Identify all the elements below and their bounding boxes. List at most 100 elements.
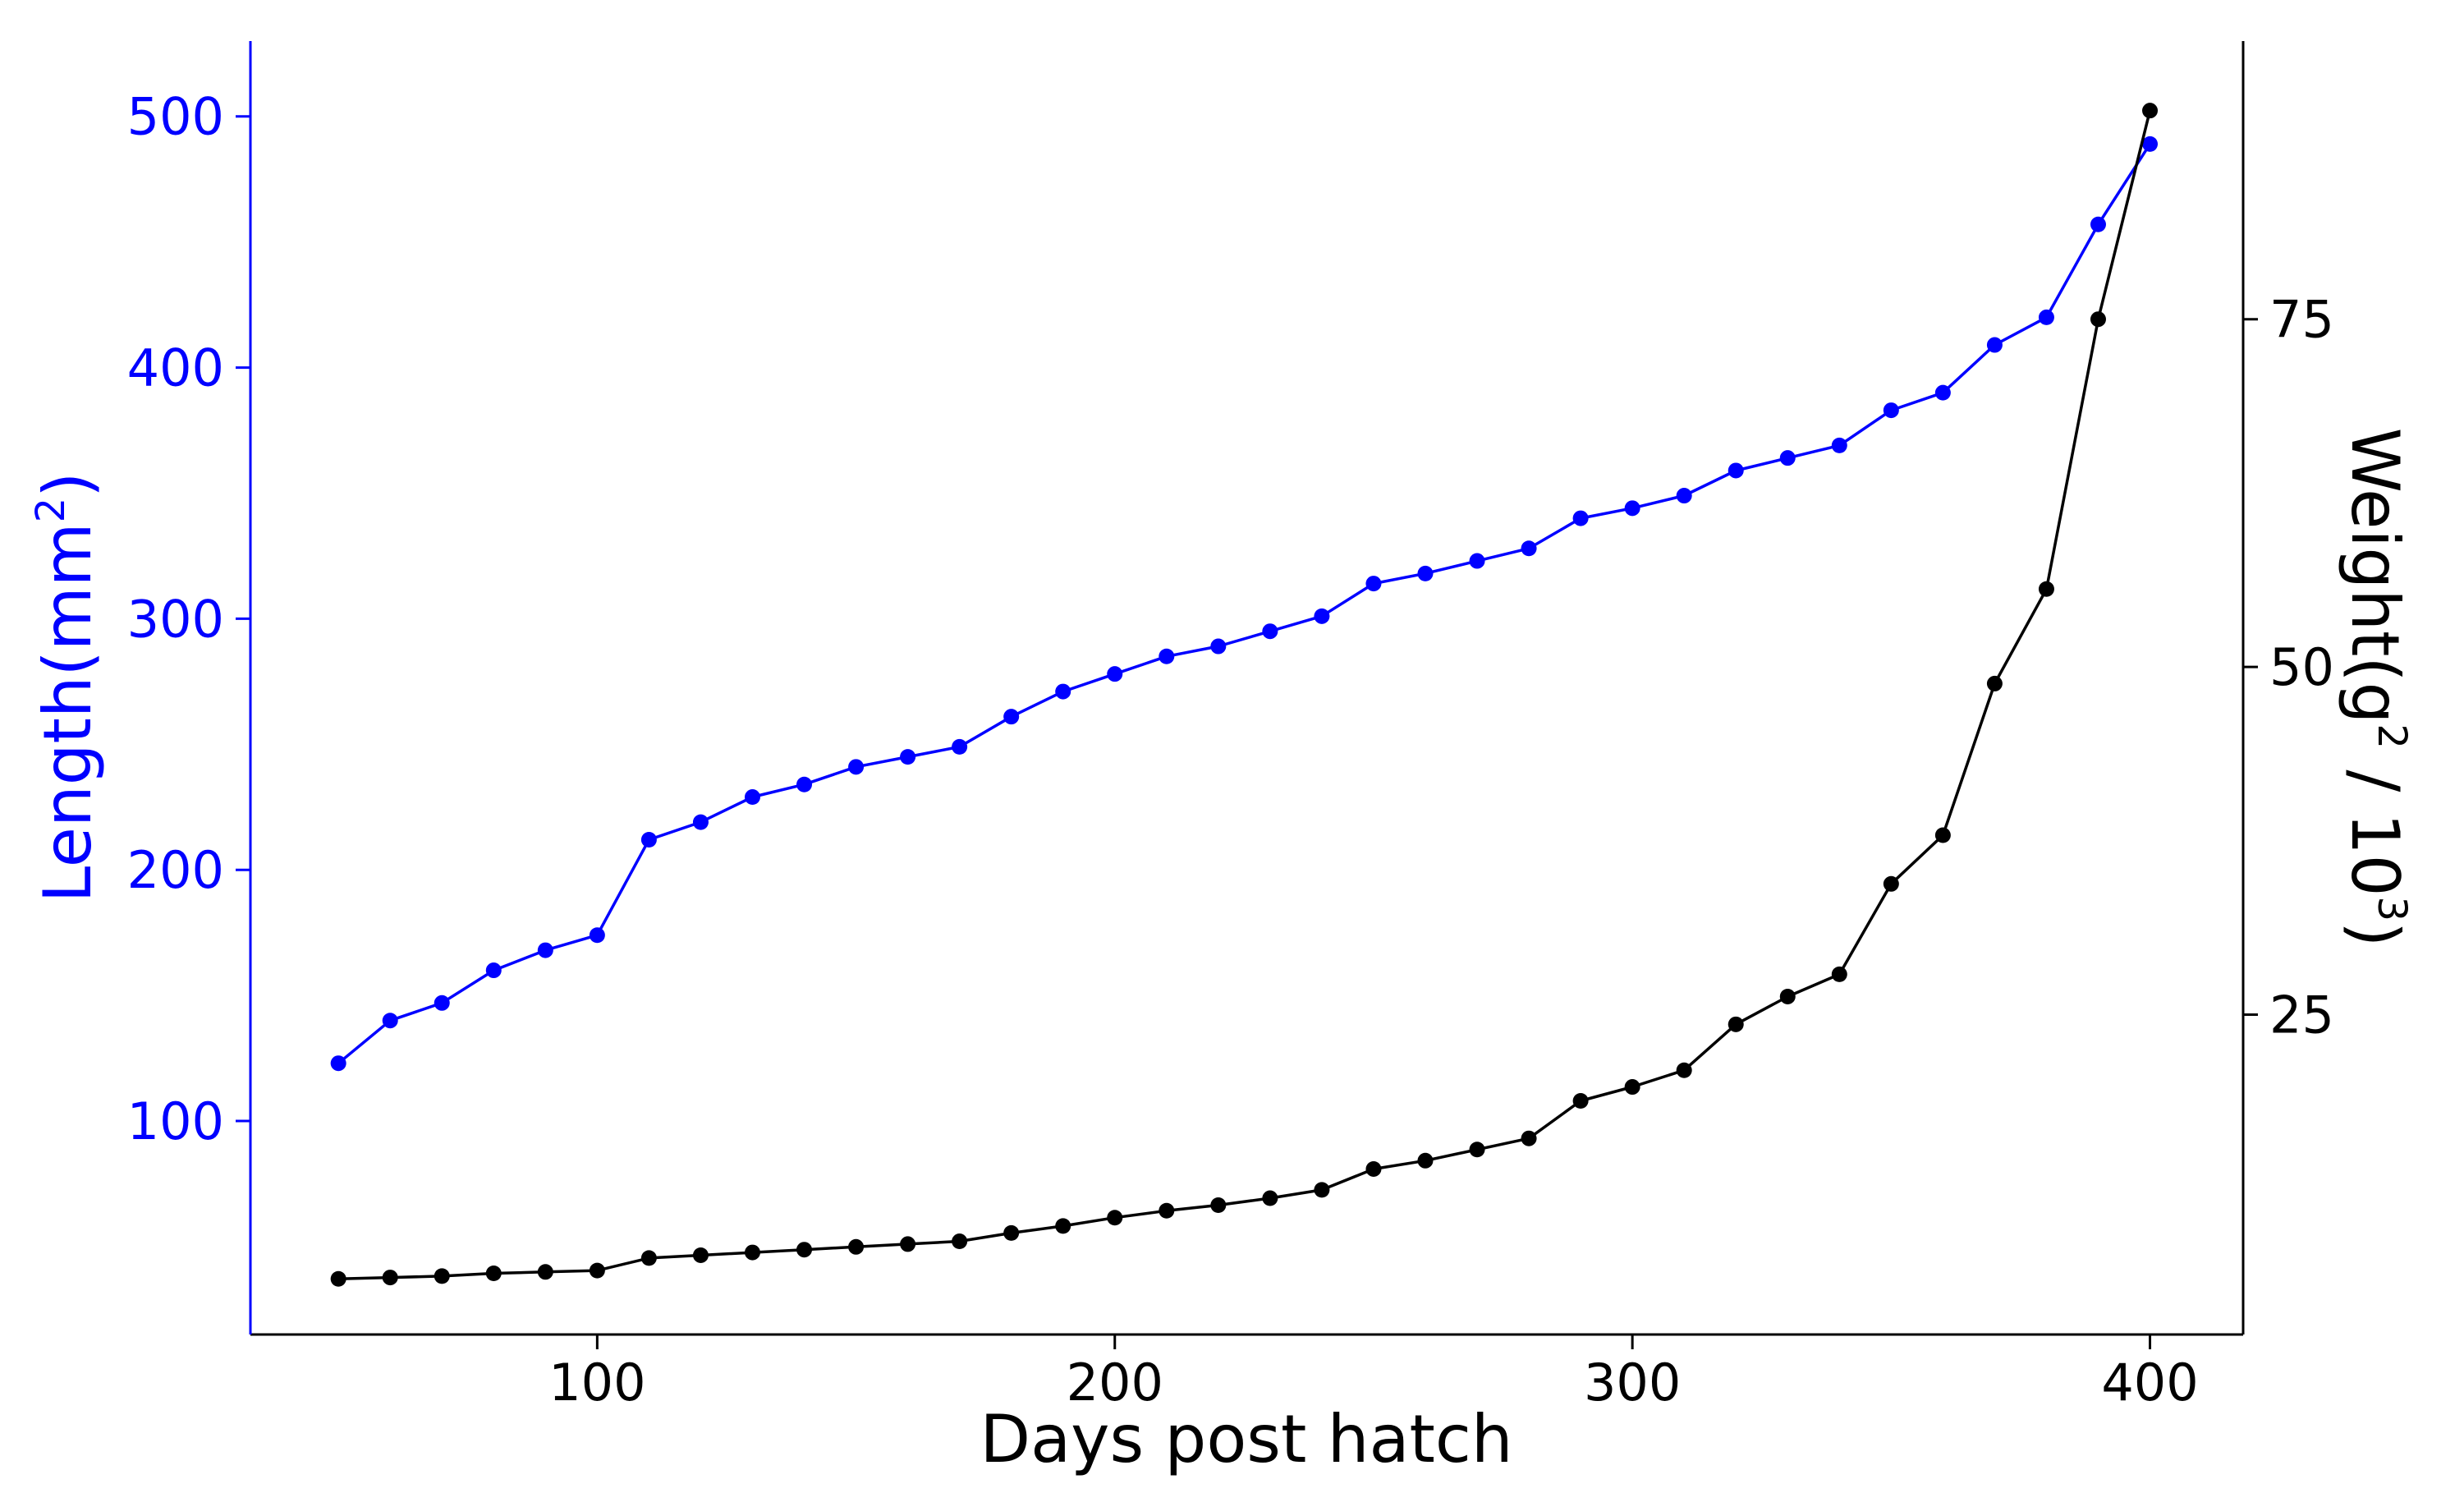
weight-point: [1159, 1202, 1175, 1219]
y-tick-label-left: 400: [127, 338, 224, 398]
weight-point: [330, 1270, 346, 1287]
y-axis-title-left-close: ): [30, 472, 106, 498]
length-point: [1159, 648, 1175, 664]
length-point: [330, 1055, 346, 1072]
weight-point: [692, 1247, 709, 1263]
weight-point: [1107, 1210, 1123, 1226]
length-point: [1107, 666, 1123, 682]
length-point: [692, 814, 709, 830]
weight-point: [589, 1262, 605, 1279]
y-axis-title-left-base: Length(mm: [30, 522, 106, 903]
length-point: [900, 749, 916, 765]
x-tick-label: 100: [548, 1353, 645, 1413]
length-point: [485, 962, 502, 979]
weight-point: [1314, 1182, 1330, 1198]
length-point: [382, 1013, 398, 1029]
length-point: [1986, 337, 2003, 353]
length-point: [1365, 576, 1382, 592]
length-point: [2142, 136, 2159, 152]
length-point: [2090, 216, 2106, 232]
x-tick-label: 300: [1584, 1353, 1681, 1413]
length-point: [1314, 608, 1330, 624]
x-tick-label: 400: [2101, 1353, 2198, 1413]
weight-point: [537, 1264, 553, 1280]
weight-point: [382, 1270, 398, 1286]
y-tick-label-right: 75: [2269, 290, 2334, 350]
length-point: [1624, 500, 1640, 517]
weight-point: [434, 1268, 450, 1284]
y-tick-label-left: 200: [127, 840, 224, 900]
length-point: [1003, 709, 1020, 725]
weight-point: [1003, 1224, 1020, 1241]
y-axis-title-right-part1: Weight(g: [2337, 428, 2413, 724]
length-point: [796, 776, 813, 792]
weight-point: [640, 1250, 657, 1266]
y-axis-title-left-sup: 2: [28, 498, 74, 523]
length-point: [1728, 462, 1744, 479]
weight-point: [900, 1236, 916, 1252]
length-point: [589, 927, 605, 944]
weight-point: [1779, 988, 1796, 1004]
length-point: [537, 942, 553, 958]
length-point: [1055, 683, 1071, 700]
weight-point: [1728, 1016, 1744, 1032]
weight-point: [2090, 311, 2106, 328]
weight-point: [1572, 1092, 1589, 1109]
weight-point: [1934, 827, 1951, 843]
length-point: [1934, 384, 1951, 401]
x-axis-title: Days post hatch: [980, 1401, 1512, 1477]
length-point: [1779, 450, 1796, 466]
length-point: [1572, 510, 1589, 526]
weight-point: [1676, 1062, 1692, 1078]
x-tick-label: 200: [1067, 1353, 1163, 1413]
y-axis-title-left: Length(mm2): [28, 472, 106, 903]
length-point: [640, 832, 657, 848]
y-axis-title-right: Weight(g2 / 103): [2337, 428, 2415, 948]
length-point: [952, 738, 968, 755]
y-axis-title-right-part2: / 10: [2337, 749, 2413, 897]
axes: 100 200 300 400 100 200 300 400 500 25 50 75: [127, 41, 2334, 1413]
length-point: [1417, 565, 1434, 581]
weight-point: [1417, 1152, 1434, 1169]
weight-point: [744, 1244, 760, 1261]
length-point: [1831, 437, 1847, 453]
weight-point: [848, 1238, 865, 1255]
y-tick-label-left: 500: [127, 87, 224, 147]
weight-point: [1469, 1142, 1485, 1158]
length-point: [1676, 488, 1692, 504]
weight-point: [1883, 875, 1899, 892]
weight-point: [1055, 1218, 1071, 1234]
length-point: [2038, 309, 2054, 325]
length-series-line: [337, 143, 2151, 1065]
weight-series-line: [338, 110, 2152, 1281]
weight-point: [1521, 1130, 1537, 1146]
y-axis-title-right-part3: ): [2337, 921, 2413, 947]
weight-point: [1365, 1160, 1382, 1177]
series-layer: [330, 103, 2159, 1287]
length-point: [1469, 553, 1485, 569]
weight-point: [485, 1265, 502, 1281]
weight-point: [952, 1233, 968, 1250]
y-tick-label-right: 50: [2269, 637, 2334, 697]
length-point: [1883, 402, 1899, 419]
weight-point: [1624, 1079, 1640, 1096]
length-point: [1210, 638, 1227, 655]
y-axis-title-right-sup1: 2: [2369, 724, 2415, 749]
y-tick-label-left: 100: [127, 1091, 224, 1151]
weight-point: [2142, 103, 2159, 119]
length-point: [1521, 540, 1537, 557]
length-point: [1262, 623, 1278, 640]
weight-point: [1210, 1197, 1227, 1213]
length-point: [434, 995, 450, 1011]
weight-point: [1831, 966, 1847, 982]
y-tick-label-left: 300: [127, 589, 224, 649]
weight-point: [2038, 581, 2054, 597]
weight-point: [1986, 675, 2003, 691]
length-point: [744, 789, 760, 806]
y-axis-title-right-sup2: 3: [2369, 897, 2415, 922]
weight-point: [796, 1242, 813, 1258]
length-point: [848, 759, 865, 775]
y-tick-label-right: 25: [2269, 985, 2334, 1045]
weight-point: [1262, 1190, 1278, 1206]
